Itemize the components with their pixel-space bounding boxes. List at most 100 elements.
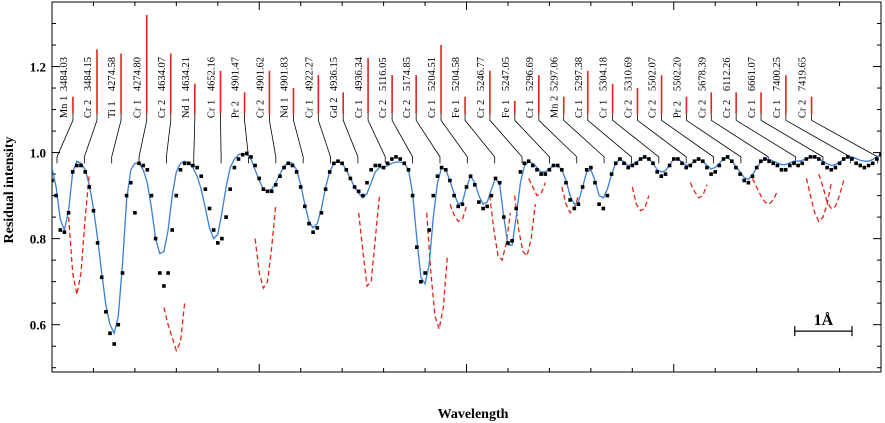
line-connector: [735, 113, 797, 164]
observed-point: [613, 161, 618, 166]
y-tick-label: 1.0: [30, 146, 46, 161]
model-red-dashed-segment: [67, 174, 90, 295]
observed-point: [385, 161, 390, 166]
observed-point: [713, 170, 717, 174]
line-wavelength-label: 5247.05: [501, 57, 512, 91]
observed-point: [804, 157, 809, 161]
observed-point: [228, 187, 232, 191]
line-ion-label: Cr 1: [354, 100, 365, 118]
line-wavelength-label: 4901.83: [279, 57, 290, 91]
observed-point: [381, 165, 386, 170]
observed-point: [609, 172, 614, 176]
line-connector: [166, 113, 172, 164]
observed-point: [659, 174, 664, 178]
line-id-group: Cr 2 5116.05: [378, 57, 389, 118]
line-wavelength-label: 4901.62: [255, 57, 266, 91]
line-id-group: Pr 2 4901.47: [231, 57, 242, 118]
observed-point: [182, 161, 187, 166]
observed-point: [178, 168, 183, 172]
line-connector: [138, 113, 148, 164]
line-ion-label: Pr 2: [672, 101, 683, 118]
line-ion-label: Cr 1: [207, 100, 218, 118]
plot-frame: [51, 1, 882, 373]
line-id-group: Cr 2 5678.39: [697, 57, 708, 118]
observed-point: [307, 221, 311, 226]
observed-point: [626, 165, 630, 170]
observed-point: [203, 187, 208, 191]
line-id-group: Cr 1 7400.25: [772, 57, 783, 118]
scale-bar: 1Å: [794, 311, 853, 337]
observed-point: [352, 185, 357, 189]
line-id-group: Cr 1 4936.34: [354, 56, 365, 118]
model-red-dashed-segment: [751, 178, 778, 205]
observed-point: [763, 157, 767, 161]
line-ion-label: Cr 1: [772, 100, 783, 118]
line-id-group: Cr 2 5310.69: [623, 57, 634, 118]
line-connector: [760, 113, 824, 164]
observed-point: [514, 206, 518, 211]
observed-point: [211, 228, 216, 232]
line-wavelength-label: 6661.07: [747, 57, 758, 91]
model-red-dashed-segment: [561, 186, 580, 214]
line-wavelength-label: 5296.69: [525, 57, 536, 91]
line-id-group: Cr 2 7419.65: [798, 57, 809, 118]
line-ion-label: Cr 1: [574, 100, 585, 118]
observed-point: [187, 161, 191, 166]
line-id-group: Cr 1 5296.69: [525, 57, 536, 118]
line-ion-label: Cr 1: [133, 100, 144, 118]
observed-point: [663, 172, 668, 176]
observed-point: [199, 174, 203, 178]
line-id-group: Cr 1 4274.80: [133, 57, 144, 118]
observed-point: [439, 165, 444, 170]
observed-point: [485, 204, 489, 209]
line-id-group: Cr 2 5502.07: [648, 57, 659, 118]
line-id-group: Cr 2 4901.62: [255, 57, 266, 118]
observed-point: [601, 206, 606, 211]
observed-point: [730, 159, 734, 163]
observed-point: [788, 163, 792, 168]
observed-point: [493, 176, 498, 181]
observed-point: [265, 189, 270, 194]
observed-point: [477, 200, 481, 204]
line-wavelength-label: 4274.58: [107, 57, 118, 91]
line-wavelength-label: 5204.58: [451, 57, 462, 91]
observed-point: [431, 193, 436, 198]
observed-point: [79, 163, 83, 168]
observed-point: [589, 165, 593, 170]
observed-point: [709, 172, 713, 176]
observed-point: [394, 155, 398, 159]
observed-point: [427, 228, 431, 232]
observed-point: [54, 193, 58, 198]
line-connector: [56, 113, 74, 164]
line-id-group: Cr 2 5174.85: [402, 57, 413, 118]
observed-point: [356, 189, 361, 194]
observed-point: [821, 161, 825, 166]
observed-point: [825, 165, 829, 170]
y-tick-label: 1.2: [30, 60, 46, 75]
observed-point: [253, 163, 257, 168]
observed-point: [522, 161, 527, 166]
model-red-dashed-segment: [513, 195, 536, 258]
observed-point: [692, 159, 697, 163]
line-wavelength-label: 5246.77: [476, 57, 487, 91]
observed-point: [83, 170, 87, 174]
observed-point: [468, 174, 473, 178]
observed-point: [158, 271, 162, 275]
line-wavelength-label: 5310.69: [623, 57, 634, 91]
observed-point: [332, 161, 336, 166]
line-wavelength-label: 4922.27: [304, 57, 315, 91]
observed-point: [531, 163, 535, 168]
observed-point: [410, 193, 415, 198]
observed-point: [630, 163, 635, 168]
observed-point: [99, 275, 104, 280]
model-red-dashed-segment: [254, 204, 277, 290]
observed-point: [850, 157, 854, 161]
observed-point: [564, 180, 568, 185]
observed-point: [672, 157, 676, 161]
line-wavelength-label: 4901.47: [231, 57, 242, 91]
observed-point: [149, 193, 154, 198]
observed-point: [261, 187, 266, 191]
observed-point: [232, 165, 237, 170]
line-connector: [415, 113, 441, 164]
observed-point: [174, 193, 179, 198]
